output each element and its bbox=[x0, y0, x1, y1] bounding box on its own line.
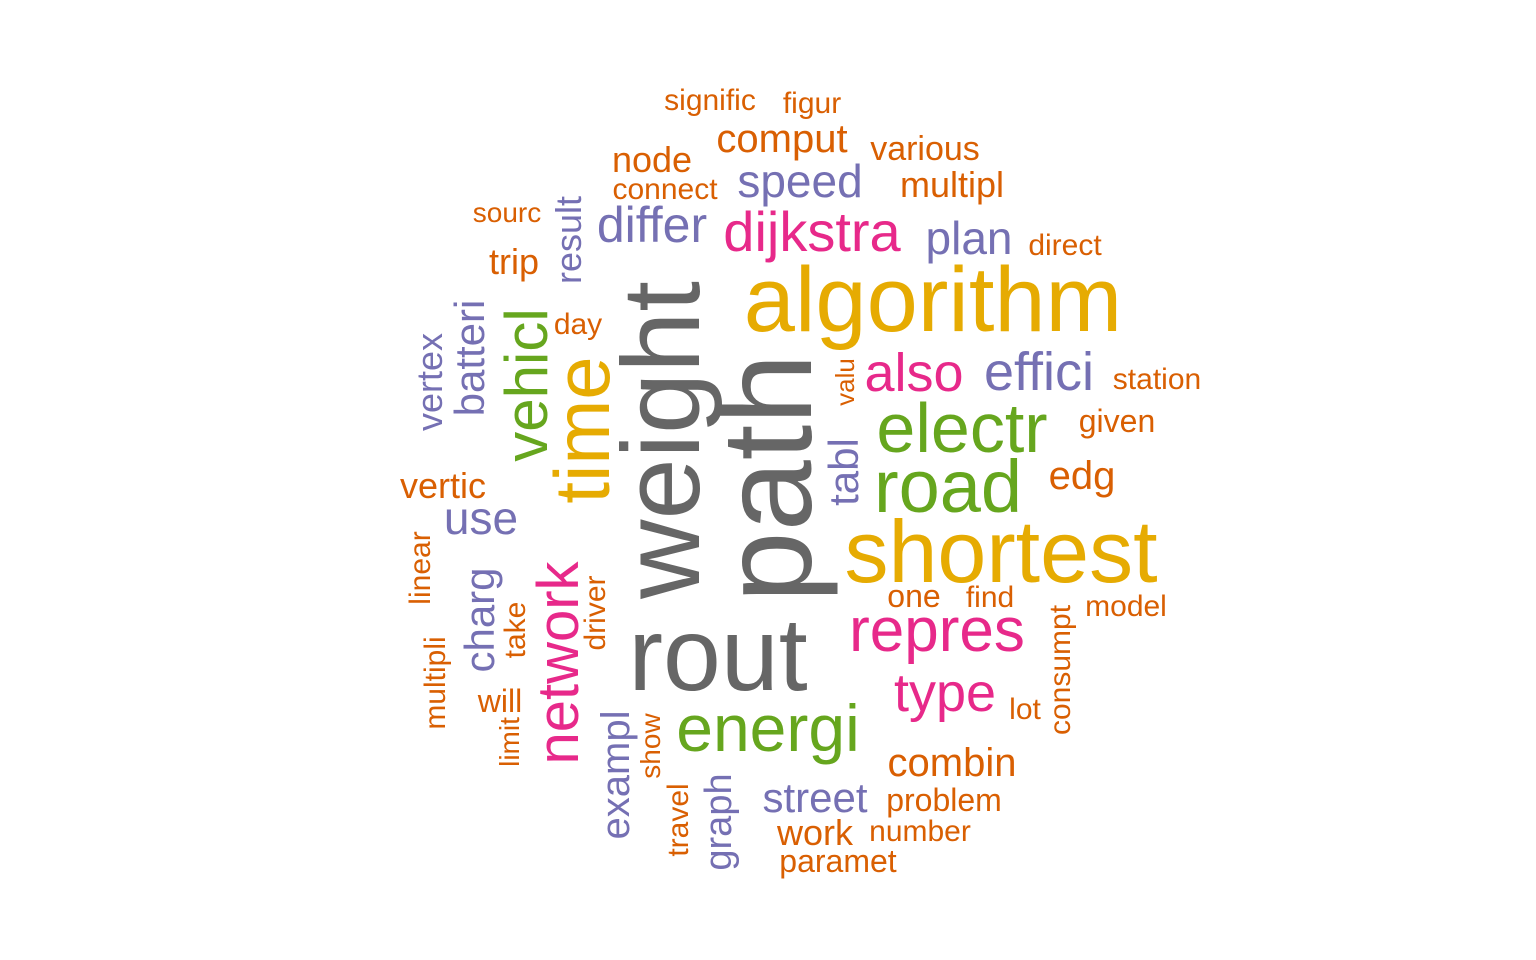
word-comput: comput bbox=[716, 117, 848, 161]
word-node: node bbox=[611, 139, 693, 180]
word-take: take bbox=[499, 601, 532, 659]
word-model: model bbox=[1085, 590, 1167, 623]
word-show: show bbox=[635, 713, 666, 779]
word-rout: rout bbox=[628, 597, 808, 713]
word-path: path bbox=[696, 353, 839, 603]
word-work: work bbox=[776, 812, 854, 853]
word-direct: direct bbox=[1028, 229, 1102, 262]
word-will: will bbox=[477, 683, 523, 719]
word-trip: trip bbox=[488, 241, 540, 282]
word-algorithm: algorithm bbox=[743, 249, 1123, 351]
word-electr: electr bbox=[876, 389, 1048, 467]
word-one: one bbox=[887, 578, 941, 614]
word-various: various bbox=[870, 130, 980, 168]
word-limit: limit bbox=[494, 717, 525, 767]
word-paramet: paramet bbox=[779, 843, 897, 879]
word-given: given bbox=[1078, 403, 1156, 439]
word-exampl: exampl bbox=[594, 710, 638, 840]
word-energi: energi bbox=[676, 691, 860, 765]
word-problem: problem bbox=[886, 782, 1002, 818]
word-repres: repres bbox=[849, 596, 1025, 665]
word-vertex: vertex bbox=[409, 332, 450, 432]
word-use: use bbox=[443, 492, 519, 544]
word-tabl: tabl bbox=[820, 438, 867, 506]
word-road: road bbox=[873, 445, 1023, 528]
word-multipl: multipl bbox=[899, 164, 1005, 205]
word-also: also bbox=[864, 343, 964, 403]
word-travel: travel bbox=[662, 783, 695, 857]
word-type: type bbox=[893, 663, 997, 723]
word-graph: graph bbox=[698, 773, 740, 871]
word-number: number bbox=[869, 815, 971, 848]
word-day: day bbox=[553, 308, 603, 341]
word-consumpt: consumpt bbox=[1044, 604, 1077, 736]
word-vehicl: vehicl bbox=[493, 308, 560, 462]
word-station: station bbox=[1112, 363, 1202, 396]
word-shortest: shortest bbox=[844, 502, 1158, 601]
word-driver: driver bbox=[579, 575, 612, 651]
word-multipli: multipli bbox=[419, 636, 452, 730]
word-combin: combin bbox=[887, 741, 1017, 785]
word-connect: connect bbox=[612, 173, 718, 206]
word-find: find bbox=[965, 581, 1015, 614]
word-plan: plan bbox=[925, 212, 1013, 264]
word-speed: speed bbox=[737, 155, 863, 207]
word-effici: effici bbox=[983, 342, 1095, 402]
word-edg: edg bbox=[1048, 454, 1116, 498]
word-differ: differ bbox=[596, 197, 708, 253]
word-valu: valu bbox=[830, 358, 860, 406]
word-signific: signific bbox=[664, 84, 756, 117]
word-linear: linear bbox=[404, 531, 437, 605]
word-dijkstra: dijkstra bbox=[723, 200, 901, 263]
word-lot: lot bbox=[1009, 693, 1041, 726]
word-sourc: sourc bbox=[472, 197, 542, 228]
word-street: street bbox=[762, 774, 868, 821]
word-result: result bbox=[548, 195, 589, 285]
word-figur: figur bbox=[782, 87, 842, 120]
word-charg: charg bbox=[456, 567, 503, 673]
word-batteri: batteri bbox=[446, 299, 493, 417]
word-vertic: vertic bbox=[399, 465, 487, 506]
